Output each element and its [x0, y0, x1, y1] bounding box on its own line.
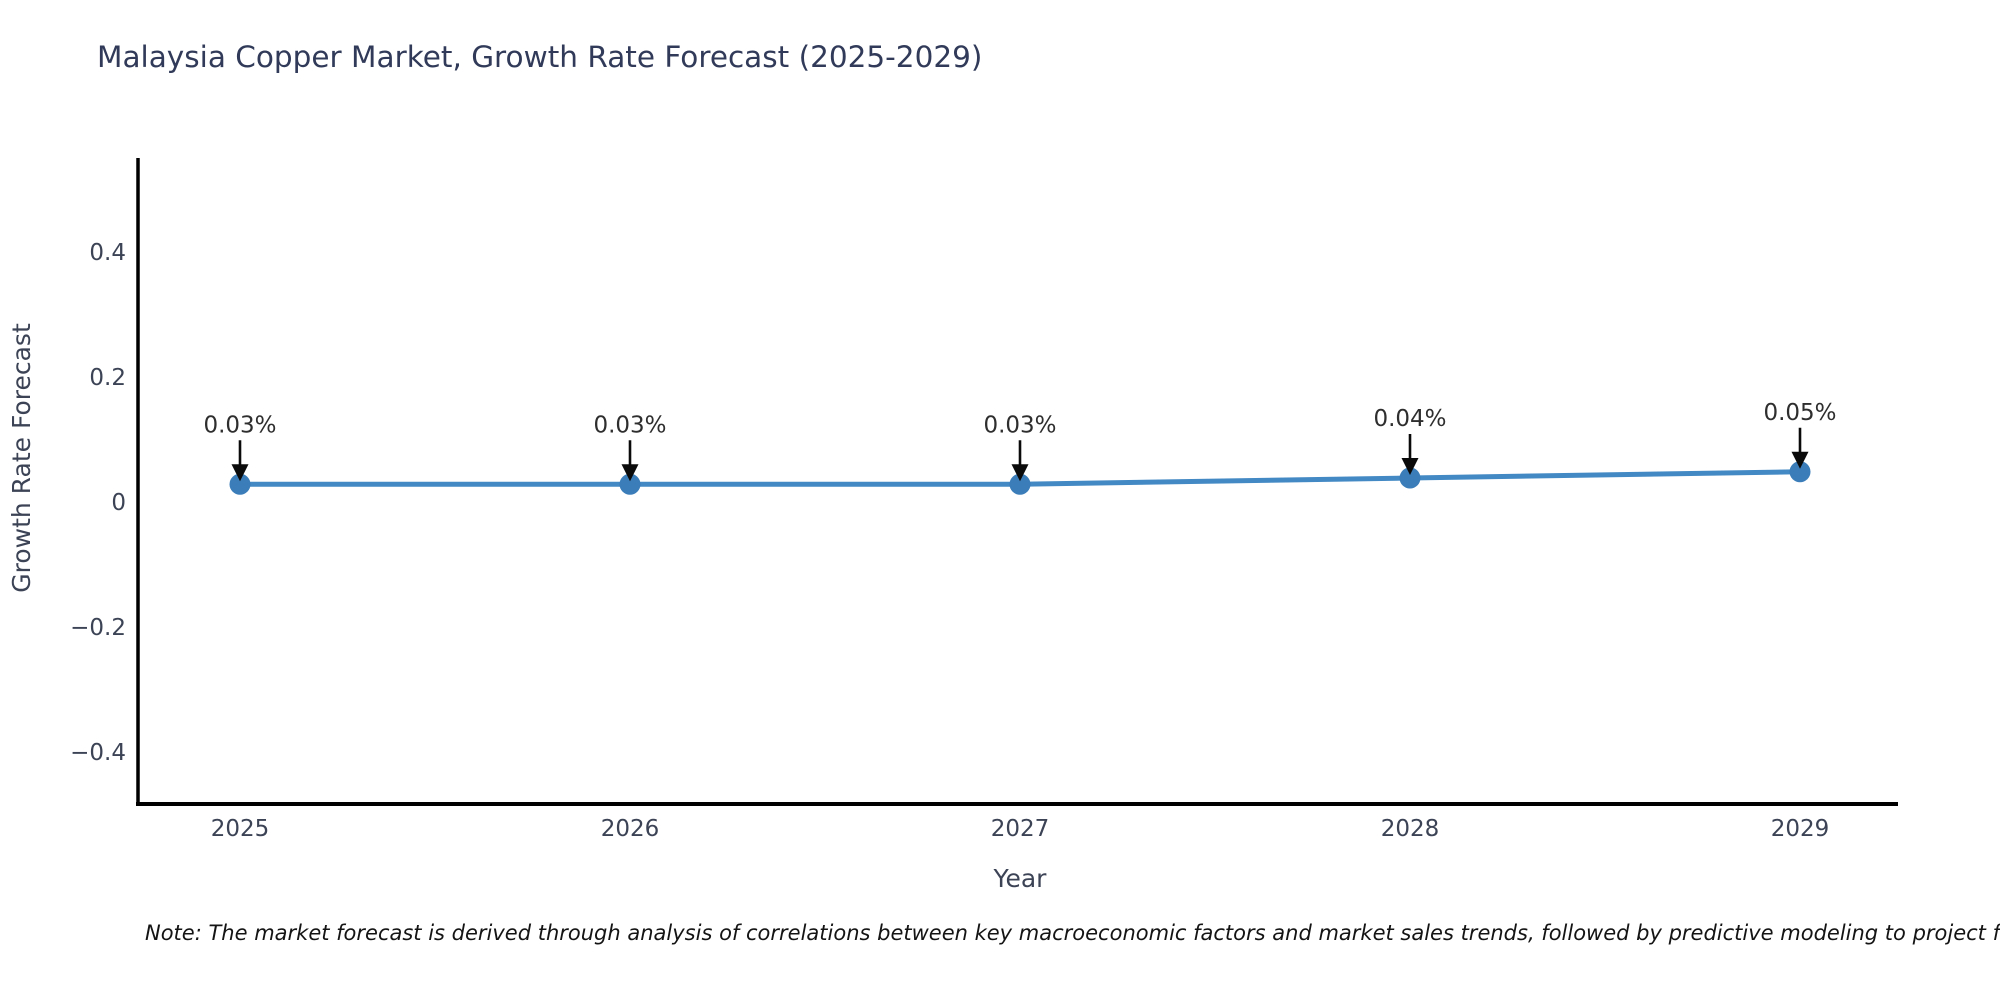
x-tick-label: 2025 — [211, 816, 270, 842]
x-tick-label: 2029 — [1771, 816, 1830, 842]
x-axis-tick-labels: 2025 2026 2027 2028 2029 — [211, 816, 1830, 842]
y-tick-label: −0.2 — [70, 615, 126, 641]
annotation-2026: 0.03% — [593, 412, 667, 482]
point-value-label: 0.05% — [1763, 400, 1836, 426]
x-tick-label: 2026 — [601, 816, 660, 842]
annotation-arrow-head — [1791, 451, 1809, 469]
point-value-label: 0.03% — [593, 412, 666, 438]
annotation-arrow-head — [231, 464, 249, 482]
data-point-2028 — [1399, 467, 1421, 489]
data-point-2026 — [619, 473, 641, 495]
y-axis-title: Growth Rate Forecast — [7, 323, 36, 593]
x-axis-title: Year — [993, 864, 1048, 893]
annotation-2028: 0.04% — [1373, 406, 1447, 475]
chart-title: Malaysia Copper Market, Growth Rate Fore… — [97, 40, 982, 74]
point-value-label: 0.03% — [203, 412, 276, 438]
annotation-arrow-head — [621, 464, 639, 482]
data-point-2029 — [1789, 461, 1811, 483]
y-tick-label: 0.2 — [89, 365, 126, 391]
point-annotations: 0.03% 0.03% 0.03% 0.04% 0.05% — [203, 400, 1837, 482]
x-tick-label: 2028 — [1381, 816, 1440, 842]
y-tick-label: 0 — [111, 490, 126, 516]
annotation-arrow-head — [1011, 464, 1029, 482]
footnote: Note: The market forecast is derived thr… — [145, 921, 2000, 945]
y-tick-label: −0.4 — [70, 740, 126, 766]
annotation-2027: 0.03% — [983, 412, 1057, 482]
point-value-label: 0.03% — [983, 412, 1056, 438]
y-axis-tick-labels: 0.4 0.2 0 −0.2 −0.4 — [70, 240, 126, 766]
forecast-line-series — [229, 461, 1811, 495]
data-point-2027 — [1009, 473, 1031, 495]
annotation-2025: 0.03% — [203, 412, 277, 482]
annotation-2029: 0.05% — [1763, 400, 1837, 469]
annotation-arrow-head — [1401, 458, 1419, 475]
data-point-2025 — [229, 473, 251, 495]
y-tick-label: 0.4 — [89, 240, 126, 266]
x-tick-label: 2027 — [991, 816, 1050, 842]
point-value-label: 0.04% — [1373, 406, 1446, 432]
